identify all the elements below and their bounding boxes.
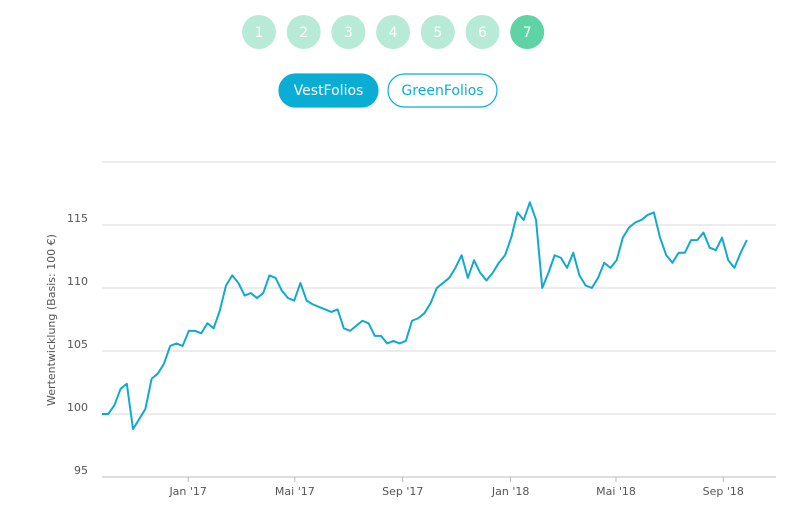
page-button[interactable]	[510, 15, 545, 49]
tab-button[interactable]	[278, 73, 379, 108]
page-number: 7	[523, 25, 532, 41]
page-button[interactable]	[420, 15, 455, 49]
page-number: 2	[299, 25, 308, 41]
page-button[interactable]	[376, 15, 411, 49]
page-button[interactable]	[242, 15, 276, 49]
y-tick-label: 105	[67, 338, 88, 351]
x-tick-label: Mai '17	[275, 485, 315, 498]
page-number: 1	[255, 25, 264, 41]
x-tick-label: Mai '18	[596, 485, 636, 498]
page-number: 5	[433, 25, 442, 41]
page-number: 3	[344, 25, 353, 41]
tab-label: VestFolios	[294, 83, 364, 99]
y-tick-label: 100	[67, 401, 88, 414]
x-tick-label: Sep '17	[382, 485, 423, 498]
y-tick-label: 110	[67, 275, 88, 288]
page-number: 4	[389, 25, 398, 41]
page-button[interactable]	[286, 15, 321, 49]
page-button[interactable]	[331, 15, 366, 49]
tab-label: GreenFolios	[401, 83, 483, 99]
x-tick-label: Jan '18	[491, 485, 529, 498]
page-number: 6	[478, 25, 487, 41]
y-tick-label: 115	[67, 212, 88, 225]
page-button[interactable]	[465, 15, 500, 49]
x-tick-label: Jan '17	[168, 485, 206, 498]
tab-button[interactable]	[387, 73, 498, 108]
y-axis-label: Wertentwicklung (Basis: 100 €)	[45, 234, 58, 406]
line	[102, 201, 748, 431]
x-tick-label: Sep '18	[703, 485, 744, 498]
y-tick-label: 95	[74, 464, 88, 477]
